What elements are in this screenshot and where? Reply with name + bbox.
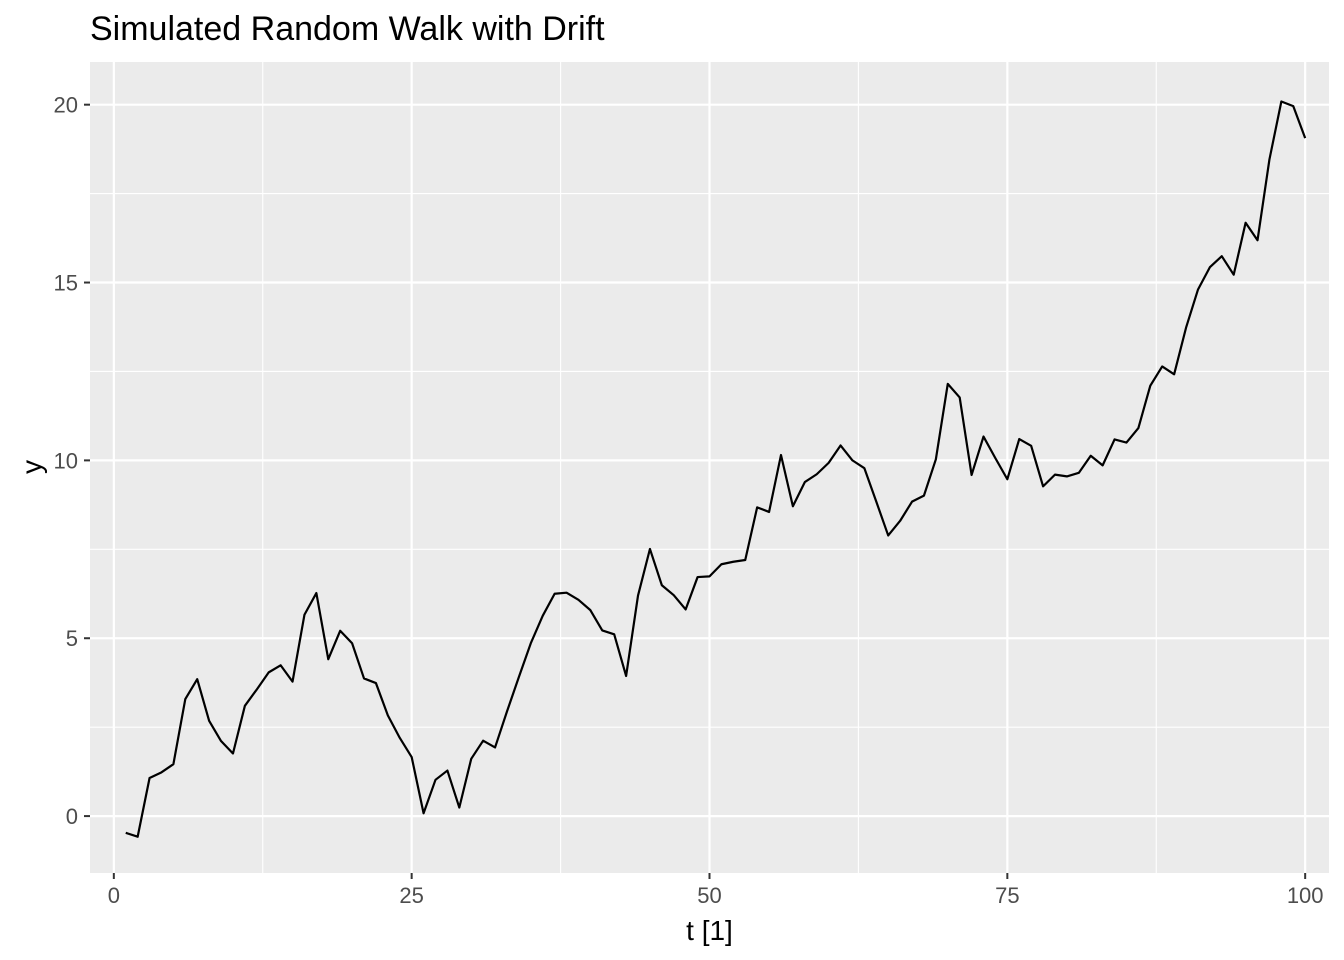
x-tick-label: 75 <box>995 883 1019 908</box>
x-axis-title: t [1] <box>686 915 733 946</box>
y-tick-label: 10 <box>54 448 78 473</box>
major-gridlines <box>90 62 1329 873</box>
x-axis: 0 25 50 75 100 <box>108 873 1324 908</box>
y-axis-title: y <box>16 460 47 474</box>
y-tick-label: 15 <box>54 271 78 296</box>
y-tick-label: 0 <box>66 804 78 829</box>
series-line <box>125 100 1307 838</box>
x-tick-label: 100 <box>1287 883 1324 908</box>
x-tick-label: 0 <box>108 883 120 908</box>
chart-title: Simulated Random Walk with Drift <box>90 10 605 48</box>
y-tick-label: 20 <box>54 93 78 118</box>
series-layer <box>125 100 1307 838</box>
x-tick-label: 50 <box>697 883 721 908</box>
x-tick-label: 25 <box>399 883 423 908</box>
y-axis: 0 5 10 15 20 <box>54 93 90 829</box>
y-tick-label: 5 <box>66 626 78 651</box>
